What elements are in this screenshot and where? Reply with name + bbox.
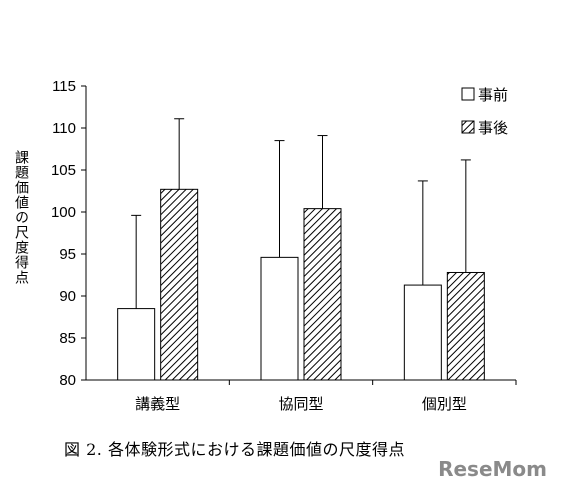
y-tick-label: 90 xyxy=(59,288,76,305)
watermark-logo: ReseMom xyxy=(438,457,547,481)
axes: 80 85 90 95 100 105 110 115 講義型 協同型 個別型 xyxy=(51,78,517,413)
y-tick-label: 110 xyxy=(52,120,76,137)
bars xyxy=(117,118,485,381)
y-tick-label: 105 xyxy=(51,162,76,179)
bar-post xyxy=(446,271,485,381)
legend-label: 事前 xyxy=(478,86,508,104)
figure-caption: 図 2. 各体験形式における課題価値の尺度得点 xyxy=(64,440,405,459)
legend-label: 事後 xyxy=(478,119,508,137)
y-tick-label: 100 xyxy=(51,204,76,221)
x-category-label: 講義型 xyxy=(135,395,180,413)
bar-pre xyxy=(117,308,156,381)
y-tick-label: 115 xyxy=(52,78,76,95)
y-tick-label: 80 xyxy=(59,372,76,389)
bar-post xyxy=(303,208,342,381)
y-axis-label: 課題価値の尺度得点 xyxy=(13,150,29,285)
x-category-label: 協同型 xyxy=(278,395,323,413)
y-tick-label: 95 xyxy=(59,246,76,263)
y-tick-label: 85 xyxy=(59,330,76,347)
bar-pre xyxy=(260,256,299,381)
bar-pre xyxy=(403,284,442,381)
legend-swatch xyxy=(461,120,475,134)
bar-post xyxy=(160,188,199,381)
legend-swatch xyxy=(461,87,475,101)
x-category-label: 個別型 xyxy=(422,395,467,413)
